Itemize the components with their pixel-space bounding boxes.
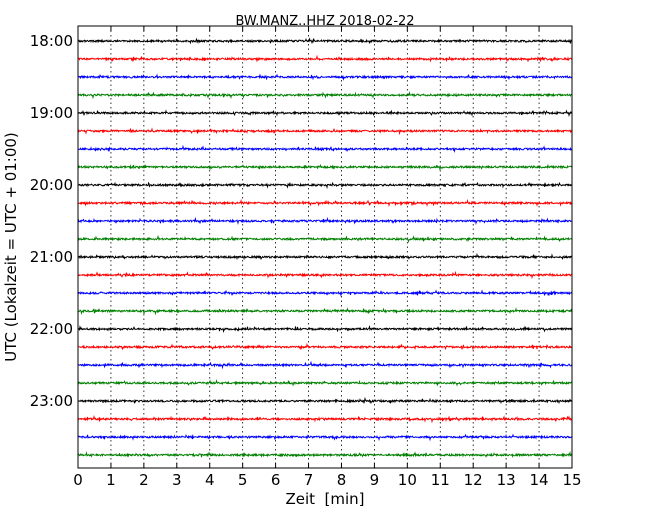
trace-2230 (77, 360, 573, 370)
x-tick-label-13: 13 (497, 471, 516, 489)
grid-lines (110, 26, 540, 468)
y-axis: 18:00 19:00 20:00 21:00 22:00 23:00 (30, 32, 572, 410)
x-tick-label-3: 3 (172, 471, 182, 489)
trace-1845 (77, 91, 573, 100)
y-tick-label-2300: 23:00 (30, 392, 73, 410)
trace-2030 (77, 216, 573, 226)
x-tick-label-9: 9 (370, 471, 380, 489)
trace-2015 (77, 198, 573, 208)
trace-2200 (77, 324, 573, 334)
trace-2100 (77, 252, 573, 261)
trace-2045 (77, 234, 573, 244)
y-tick-label-2200: 22:00 (30, 320, 73, 338)
x-tick-label-15: 15 (562, 471, 581, 489)
trace-2345 (77, 450, 573, 458)
y-tick-label-1900: 19:00 (30, 104, 73, 122)
x-tick-label-12: 12 (464, 471, 483, 489)
x-tick-label-5: 5 (238, 471, 248, 489)
trace-1815 (77, 54, 573, 63)
trace-1930 (77, 144, 573, 153)
x-tick-label-6: 6 (271, 471, 281, 489)
traces (77, 37, 573, 458)
trace-2130 (77, 289, 573, 297)
trace-2115 (77, 270, 573, 280)
trace-1945 (77, 163, 573, 172)
trace-1830 (77, 73, 573, 81)
chart-title: BW.MANZ..HHZ 2018-02-22 (235, 14, 414, 29)
trace-2300 (77, 396, 573, 405)
y-tick-label-2000: 20:00 (30, 176, 73, 194)
trace-1915 (77, 127, 573, 136)
x-tick-label-7: 7 (304, 471, 314, 489)
trace-1800 (77, 37, 573, 45)
x-tick-label-10: 10 (398, 471, 417, 489)
x-tick-label-11: 11 (431, 471, 450, 489)
plot-frame (77, 25, 573, 469)
y-tick-label-1800: 18:00 (30, 32, 73, 50)
x-tick-label-0: 0 (73, 471, 83, 489)
trace-2245 (77, 379, 573, 387)
trace-2145 (77, 307, 573, 316)
x-tick-label-14: 14 (530, 471, 549, 489)
y-tick-label-2100: 21:00 (30, 248, 73, 266)
x-axis: 0 1 2 3 4 5 6 7 8 9 10 11 12 13 14 15 (73, 26, 582, 489)
x-tick-label-4: 4 (205, 471, 215, 489)
x-tick-label-8: 8 (337, 471, 347, 489)
trace-2000 (77, 181, 573, 190)
y-axis-label: UTC (Lokalzeit = UTC + 01:00) (2, 132, 20, 362)
x-tick-label-1: 1 (106, 471, 116, 489)
trace-2215 (77, 342, 573, 351)
x-tick-label-2: 2 (139, 471, 149, 489)
trace-1900 (77, 109, 573, 118)
trace-2330 (77, 433, 573, 442)
trace-2315 (77, 414, 573, 424)
x-axis-label: Zeit [min] (285, 490, 364, 508)
